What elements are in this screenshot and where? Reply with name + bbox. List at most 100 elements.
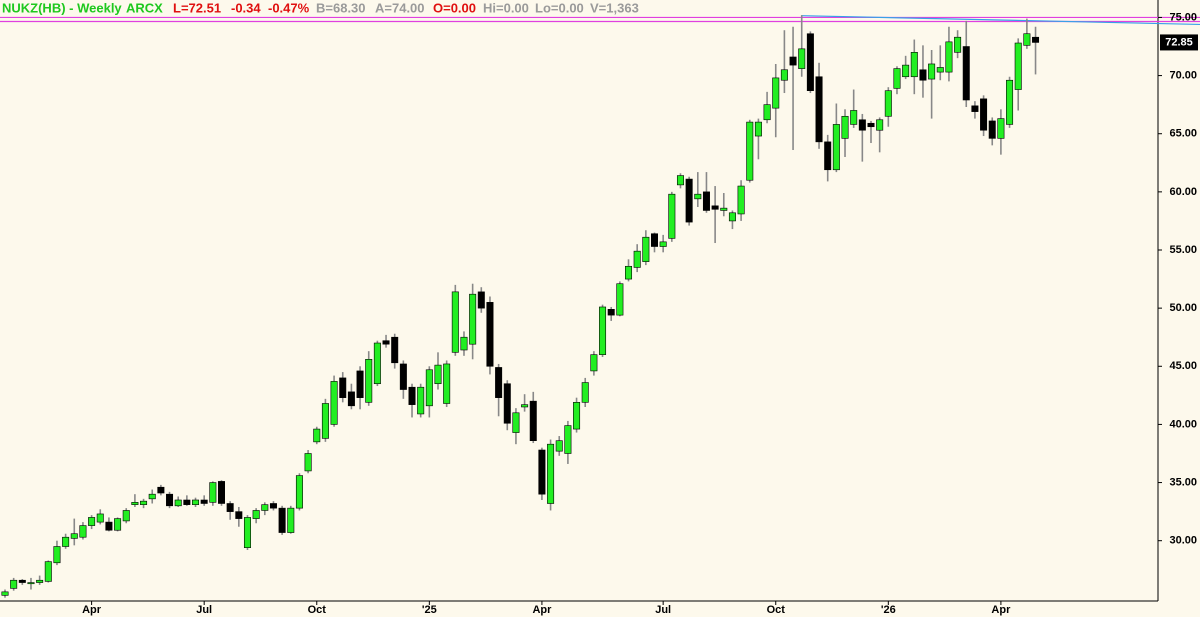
candle-body xyxy=(443,363,451,404)
candle-body xyxy=(27,582,35,585)
candle-body xyxy=(140,500,148,505)
candle-body xyxy=(1023,33,1031,46)
candle-body xyxy=(79,525,87,538)
candle-body xyxy=(399,363,407,390)
candle-body xyxy=(313,428,321,443)
y-tick-label: 75.00 xyxy=(1169,11,1197,23)
x-tick-label: Apr xyxy=(991,604,1011,616)
y-tick-label: 35.00 xyxy=(1169,476,1197,488)
candle-body xyxy=(252,510,260,519)
candle-body xyxy=(200,499,208,504)
candle-body xyxy=(1006,79,1014,125)
candle-body xyxy=(44,561,52,582)
change: -0.34 xyxy=(231,0,261,15)
lo: Lo=0.00 xyxy=(535,0,584,15)
y-tick-label: 65.00 xyxy=(1169,128,1197,140)
x-tick-label: '26 xyxy=(881,604,896,616)
candle-body xyxy=(650,233,658,247)
candle-body xyxy=(919,69,927,81)
candle-body xyxy=(434,364,442,385)
candle-body xyxy=(806,33,814,91)
candle-body xyxy=(1032,36,1040,43)
candle-body xyxy=(304,453,312,472)
candle-body xyxy=(936,67,944,73)
candle-body xyxy=(728,212,736,222)
ask: A=74.00 xyxy=(375,0,425,15)
candle-body xyxy=(183,499,191,505)
candle-body xyxy=(96,513,104,523)
candle-body xyxy=(538,449,546,495)
candle-body xyxy=(451,291,459,353)
candle-body xyxy=(590,354,598,372)
y-tick-label: 50.00 xyxy=(1169,302,1197,314)
y-tick-label: 30.00 xyxy=(1169,535,1197,547)
candle-body xyxy=(218,481,226,504)
candle-body xyxy=(780,69,788,81)
y-tick-label: 40.00 xyxy=(1169,418,1197,430)
candle-body xyxy=(521,404,529,408)
plot-area xyxy=(0,15,1200,598)
candle-body xyxy=(824,141,832,171)
candle-body xyxy=(659,241,667,247)
bid: B=68.30 xyxy=(316,0,366,15)
candle-body xyxy=(192,499,200,505)
y-tick-label: 70.00 xyxy=(1169,69,1197,81)
candle-body xyxy=(235,511,243,519)
candle-body xyxy=(18,579,26,583)
candle-body xyxy=(884,90,892,117)
candle-body xyxy=(642,236,650,262)
candle-body xyxy=(962,46,970,101)
last-price-label: 72.85 xyxy=(1165,36,1193,48)
candle-body xyxy=(469,293,477,345)
candle-body xyxy=(512,412,520,433)
candle-body xyxy=(174,499,182,507)
candle-body xyxy=(330,381,338,425)
candle-body xyxy=(261,504,269,511)
candle-body xyxy=(53,546,61,564)
candle-body xyxy=(373,342,381,385)
hi: Hi=0.00 xyxy=(483,0,529,15)
candle-body xyxy=(772,77,780,109)
x-tick-label: Oct xyxy=(767,604,786,616)
candle-body xyxy=(988,120,996,139)
candle-body xyxy=(425,369,433,407)
candle-body xyxy=(10,579,18,589)
candle-body xyxy=(841,115,849,139)
candle-body xyxy=(36,579,44,583)
candle-body xyxy=(607,309,615,316)
candle-body xyxy=(1,591,9,596)
candle-body xyxy=(477,291,485,309)
candle-body xyxy=(858,119,866,131)
candle-body xyxy=(876,119,884,131)
candle-body xyxy=(564,425,572,454)
candle-body xyxy=(166,493,174,507)
candle-body xyxy=(347,391,355,407)
candle-body xyxy=(633,250,641,268)
candle-body xyxy=(460,336,468,351)
candle-body xyxy=(625,265,633,280)
candle-body xyxy=(980,98,988,131)
candle-body xyxy=(789,56,797,66)
candle-body xyxy=(694,193,702,200)
x-tick-label: Jul xyxy=(196,604,212,616)
candle-body xyxy=(70,533,78,539)
candle-body xyxy=(910,52,918,78)
candle-body xyxy=(243,517,251,548)
candle-body xyxy=(754,121,762,137)
candle-body xyxy=(356,370,364,398)
candle-body xyxy=(902,64,910,78)
candle-body xyxy=(226,503,234,512)
x-tick-label: Apr xyxy=(532,604,552,616)
candle-body xyxy=(945,41,953,73)
candle-body xyxy=(88,517,96,526)
change-pct: -0.47% xyxy=(268,0,310,15)
candle-body xyxy=(157,486,165,494)
candle-body xyxy=(114,518,122,531)
trendline xyxy=(801,15,1200,26)
x-tick-label: Oct xyxy=(308,604,327,616)
candle-body xyxy=(417,386,425,415)
candle-body xyxy=(122,510,130,522)
candle-body xyxy=(529,400,537,441)
